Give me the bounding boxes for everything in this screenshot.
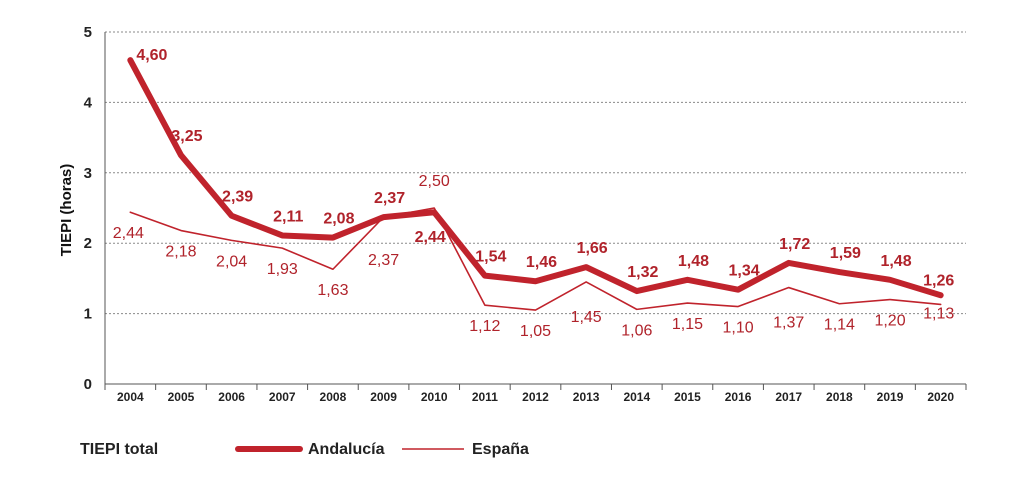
x-tick-label: 2016 [725,390,752,404]
data-label-espana: 1,14 [824,317,855,334]
data-label-espana: 1,37 [773,315,804,332]
x-tick-label: 2015 [674,390,701,404]
data-label-espana: 1,93 [267,261,298,278]
data-label-andalucia: 1,48 [880,253,911,270]
data-label-andalucia: 2,37 [374,190,405,207]
data-label-andalucia: 2,11 [273,208,303,225]
x-tick-label: 2017 [775,390,802,404]
x-tick-label: 2010 [421,390,448,404]
x-tick-labels: 2004 2005 2006 2007 2008 2009 2010 2011 2012 2013… [117,390,954,404]
data-label-espana: 1,13 [923,305,954,322]
data-label-espana: 1,12 [469,318,500,335]
x-tick-label: 2013 [573,390,600,404]
data-label-espana: 1,45 [571,309,602,326]
axes [104,32,967,390]
grid-lines [105,31,966,315]
data-label-andalucia: 2,39 [222,189,253,206]
legend-title: TIEPI total [80,441,158,458]
x-tick-label: 2020 [927,390,954,404]
legend-label-andalucia: Andalucía [308,441,385,458]
x-tick-label: 2011 [472,390,498,404]
data-label-espana: 1,15 [672,316,703,333]
legend-label-espana: España [472,441,529,458]
y-tick-label: 0 [84,376,92,393]
data-label-espana: 2,18 [165,244,196,261]
x-tick-label: 2019 [877,390,904,404]
series-line-andalucia [127,57,944,299]
series-lines [127,57,944,311]
x-tick-label: 2018 [826,390,853,404]
data-label-espana: 2,50 [419,173,450,190]
x-tick-label: 2009 [370,390,397,404]
x-tick-label: 2005 [168,390,195,404]
y-axis-label: TIEPI (horas) [58,164,75,257]
x-tick-label: 2012 [522,390,549,404]
x-tick-label: 2004 [117,390,144,404]
x-tick-label: 2014 [623,390,650,404]
data-label-espana: 1,06 [621,322,652,339]
x-tick-label: 2007 [269,390,296,404]
legend: TIEPI total Andalucía España [80,441,529,458]
data-label-andalucia: 1,54 [475,249,506,266]
series-line-espana [129,207,942,311]
data-label-andalucia: 2,44 [415,229,446,246]
data-label-andalucia: 4,60 [136,47,167,64]
x-tick-label: 2008 [320,390,347,404]
data-label-andalucia: 1,34 [729,263,760,280]
data-label-espana: 1,05 [520,323,551,340]
data-label-andalucia: 2,08 [323,211,354,228]
data-labels: 4,60 3,25 2,39 2,11 2,08 2,37 2,44 1,54 1,46 1,66… [113,47,955,340]
data-label-andalucia: 1,72 [779,236,810,253]
data-label-andalucia: 1,26 [923,272,954,289]
data-label-espana: 1,10 [723,320,754,337]
data-label-espana: 2,37 [368,252,399,269]
y-tick-label: 1 [84,306,92,323]
y-tick-label: 4 [84,94,93,111]
data-label-andalucia: 1,59 [830,245,861,262]
data-label-espana: 1,63 [317,282,348,299]
y-tick-label: 5 [84,24,92,41]
y-tick-label: 2 [84,235,92,252]
data-label-andalucia: 1,46 [526,254,557,271]
data-label-espana: 1,20 [874,313,905,330]
data-label-andalucia: 1,66 [577,240,608,257]
data-label-andalucia: 3,25 [171,128,202,145]
x-tick-label: 2006 [218,390,245,404]
y-tick-label: 3 [84,165,92,182]
y-tick-labels: 0 1 2 3 4 5 [84,24,93,393]
data-label-espana: 2,04 [216,253,247,270]
data-label-andalucia: 1,32 [627,264,658,281]
data-label-espana: 2,44 [113,225,144,242]
data-label-andalucia: 1,48 [678,253,709,270]
